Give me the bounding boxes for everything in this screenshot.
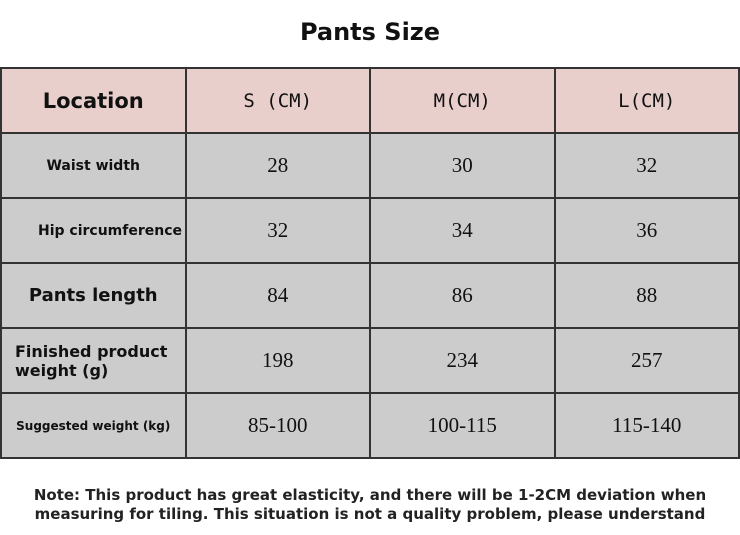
table-cell: 257 [553, 327, 740, 394]
table-cell: 32 [553, 132, 740, 199]
table-cell: 30 [369, 132, 556, 199]
header-cell: L(CM) [553, 67, 740, 134]
table-cell: 100-115 [369, 392, 556, 459]
title: Pants Size [299, 18, 441, 46]
row-label: Suggested weight (kg) [0, 392, 187, 459]
header-row: Location S (CM) M(CM) L(CM) [0, 67, 740, 134]
table-cell: 85-100 [184, 392, 371, 459]
table-cell: 36 [553, 197, 740, 264]
table-cell: 86 [369, 262, 556, 329]
table-cell: 234 [369, 327, 556, 394]
table-cell: 32 [184, 197, 371, 264]
table-row: Pants length 84 86 88 [0, 262, 740, 329]
table-cell: 88 [553, 262, 740, 329]
table-cell: 115-140 [553, 392, 740, 459]
table-cell: 84 [184, 262, 371, 329]
table-row: Finished product weight (g) 198 234 257 [0, 327, 740, 394]
header-cell: M(CM) [369, 67, 556, 134]
note: Note: This product has great elasticity,… [33, 486, 707, 523]
table-row: Suggested weight (kg) 85-100 100-115 115-14… [0, 392, 740, 459]
row-label: Pants length [0, 262, 187, 329]
table-cell: 34 [369, 197, 556, 264]
table-row: Waist width 28 30 32 [0, 132, 740, 199]
size-table: Location S (CM) M(CM) L(CM) Waist width 28 30 3… [0, 67, 740, 459]
row-label: Waist width [0, 132, 187, 199]
header-cell: Location [0, 67, 187, 134]
row-label: Finished product weight (g) [0, 327, 187, 394]
table-cell: 28 [184, 132, 371, 199]
table-cell: 198 [184, 327, 371, 394]
row-label: Hip circumference [0, 197, 187, 264]
header-cell: S (CM) [184, 67, 371, 134]
table-row: Hip circumference 32 34 36 [0, 197, 740, 264]
